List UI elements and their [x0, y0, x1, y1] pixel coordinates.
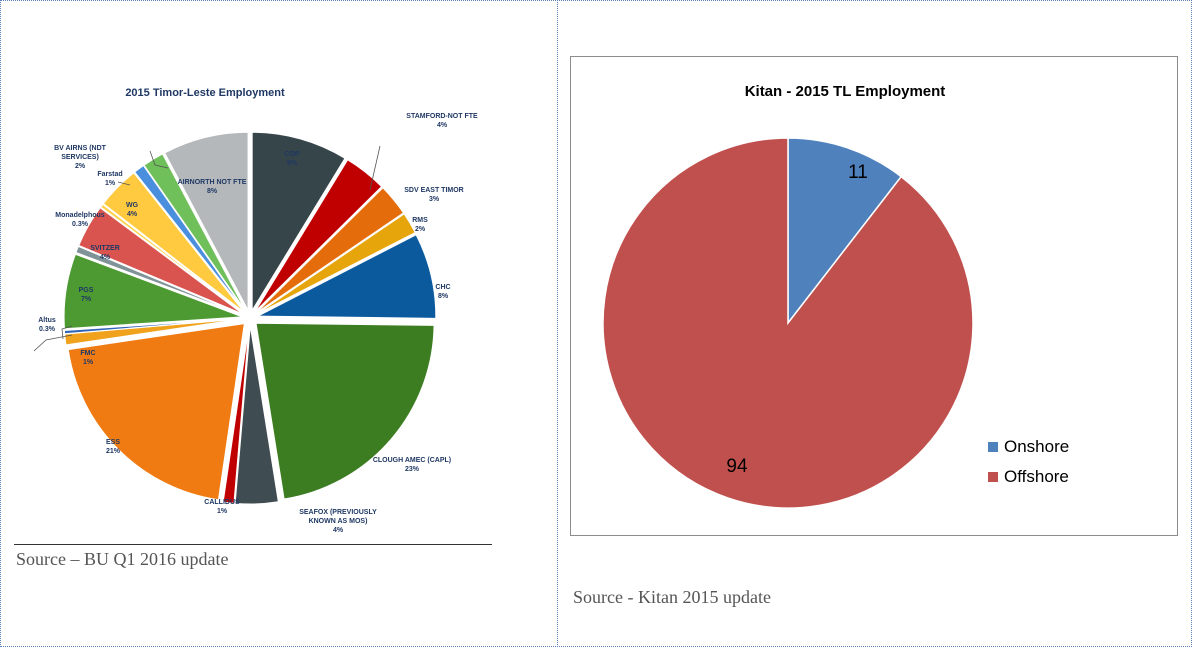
- pie-label-chc: CHC 8%: [435, 284, 450, 300]
- pie-label-sdv-east-timor: SDV EAST TIMOR 3%: [404, 187, 464, 203]
- pie-slice-unlabeled: [254, 159, 383, 313]
- left-source-caption: Source – BU Q1 2016 update: [16, 549, 229, 569]
- pie-label-pgs: PGS 7%: [79, 287, 94, 303]
- pie-slice-offshore: [602, 137, 974, 509]
- pie-label-airnorth-not-fte: AIRNORTH NOT FTE 8%: [178, 179, 247, 195]
- legend-label-onshore: Onshore: [1004, 437, 1070, 456]
- pie-slice-chc: [257, 234, 437, 319]
- legend-item-onshore: Onshore: [988, 432, 1069, 462]
- pie-slice-rms: [256, 213, 416, 315]
- legend-item-offshore: Offshore: [988, 462, 1069, 492]
- pie-label-clough-amec-capl: CLOUGH AMEC (CAPL) 23%: [373, 457, 451, 473]
- pie-slice-pgs: [63, 253, 243, 330]
- pie-slice-clough-amec-capl: [255, 322, 435, 500]
- pie-label-wg: WG 4%: [126, 202, 139, 218]
- column-divider: [557, 0, 558, 647]
- pie-slice-ess: [67, 323, 245, 501]
- pie-label-stamford-not-fte: STAMFORD-NOT FTE 4%: [406, 113, 478, 129]
- pie-label-rms: RMS 2%: [412, 217, 428, 233]
- leader-line: [33, 334, 73, 352]
- right-chart-title: Kitan - 2015 TL Employment: [745, 83, 946, 100]
- kitan-employment-chart: Kitan - 2015 TL Employment 11 94: [602, 83, 974, 509]
- pie-slice-seafox-previously-known-as-mos: [234, 325, 279, 505]
- left-pie-labels: COP 9% SDV EAST TIMOR 3% RMS 2% CHC 8% CLOUGH AM…: [38, 113, 478, 534]
- caption-rule: [14, 544, 492, 545]
- pie-slice-farstad: [134, 164, 246, 312]
- pie-slice-callidus: [222, 325, 250, 504]
- pie-label-farstad: Farstad 1%: [97, 171, 122, 187]
- pie-label-seafox-previously-known-as-mos: SEAFOX (PREVIOUSLY KNOWN AS MOS) 4%: [299, 509, 377, 534]
- right-source-caption: Source - Kitan 2015 update: [573, 587, 771, 607]
- pie-label-svitzer: SVITZER 4%: [90, 245, 120, 261]
- pie-slice-svitzer: [78, 207, 244, 315]
- leader-line: [61, 325, 73, 340]
- leader-line: [369, 145, 381, 191]
- pie-label-callidus: CALLIDUS 1%: [204, 499, 240, 515]
- right-pie-slices: [602, 137, 974, 509]
- leader-line: [149, 150, 169, 169]
- data-label-offshore: 94: [726, 456, 748, 477]
- pie-slice-sdv-east-timor: [255, 187, 405, 314]
- leader-line: [117, 181, 131, 186]
- data-label-onshore: 11: [848, 162, 868, 183]
- pie-slice-unlabeled: [75, 245, 243, 316]
- kitan-chart-frame: Kitan - 2015 TL Employment 11 94 Onshore …: [570, 56, 1178, 536]
- pie-slice-airnorth-not-fte: [164, 131, 249, 311]
- pie-slice-monadelphous: [100, 203, 244, 314]
- timor-leste-employment-chart: 2015 Timor-Leste Employment COP 9% SDV EAS…: [33, 87, 478, 534]
- pie-label-bv-airns-ndt-services: BV AIRNS (NDT SERVICES) 2%: [54, 145, 107, 170]
- legend-label-offshore: Offshore: [1004, 467, 1069, 486]
- pie-slice-wg: [102, 172, 245, 313]
- pie-label-monadelphous: Monadelphous 0.3%: [55, 212, 104, 228]
- left-chart-title: 2015 Timor-Leste Employment: [125, 87, 285, 99]
- pie-label-cop: COP 9%: [284, 151, 300, 167]
- pie-label-ess: ESS 21%: [106, 439, 121, 455]
- pie-slice-onshore: [787, 137, 903, 326]
- left-leader-lines: [33, 145, 381, 352]
- legend-swatch-offshore: [988, 472, 998, 482]
- pie-label-fmc: FMC 1%: [80, 350, 95, 366]
- pie-slice-altus: [63, 318, 243, 335]
- legend-swatch-onshore: [988, 442, 998, 452]
- left-pie-slices: [63, 131, 437, 505]
- pie-label-altus: Altus 0.3%: [38, 317, 56, 333]
- pie-slice-cop: [251, 131, 346, 313]
- right-legend: Onshore Offshore: [988, 432, 1069, 492]
- right-pie-labels: 11 94: [726, 162, 867, 477]
